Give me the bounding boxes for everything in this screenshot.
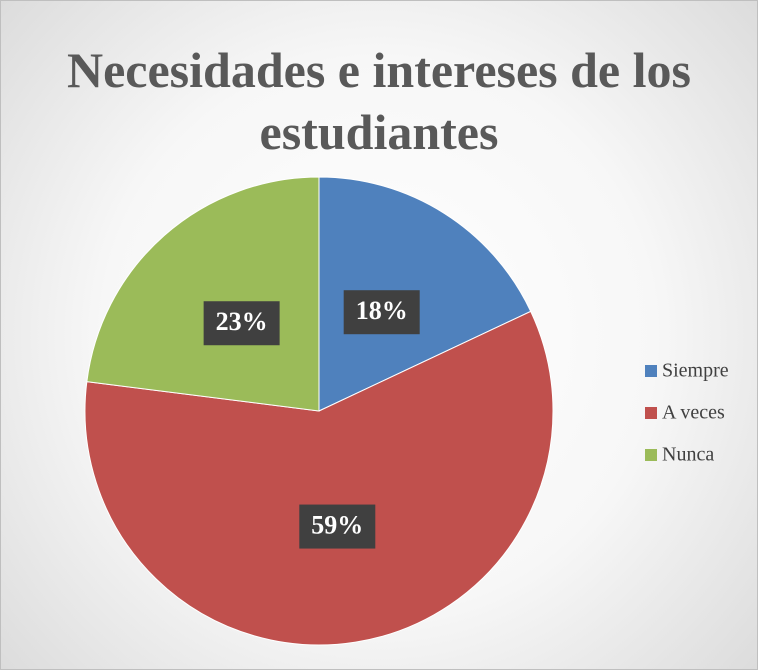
legend-swatch (645, 365, 657, 377)
pie-slice (318, 176, 532, 412)
data-label: 23% (216, 307, 268, 336)
legend-label: Siempre (662, 360, 729, 382)
data-label: 18% (356, 296, 408, 325)
data-label-box (203, 301, 280, 346)
chart-title: Necesidades e intereses de los estudiant… (67, 42, 691, 160)
pie-slice (84, 310, 554, 646)
legend-label: A veces (662, 402, 725, 424)
data-label-box (343, 290, 420, 335)
pie-slice (86, 176, 320, 412)
legend-swatch (645, 449, 657, 461)
legend-swatch (645, 407, 657, 419)
data-label: 59% (311, 511, 363, 540)
legend-label: Nunca (662, 444, 714, 466)
data-label-box (299, 504, 376, 549)
